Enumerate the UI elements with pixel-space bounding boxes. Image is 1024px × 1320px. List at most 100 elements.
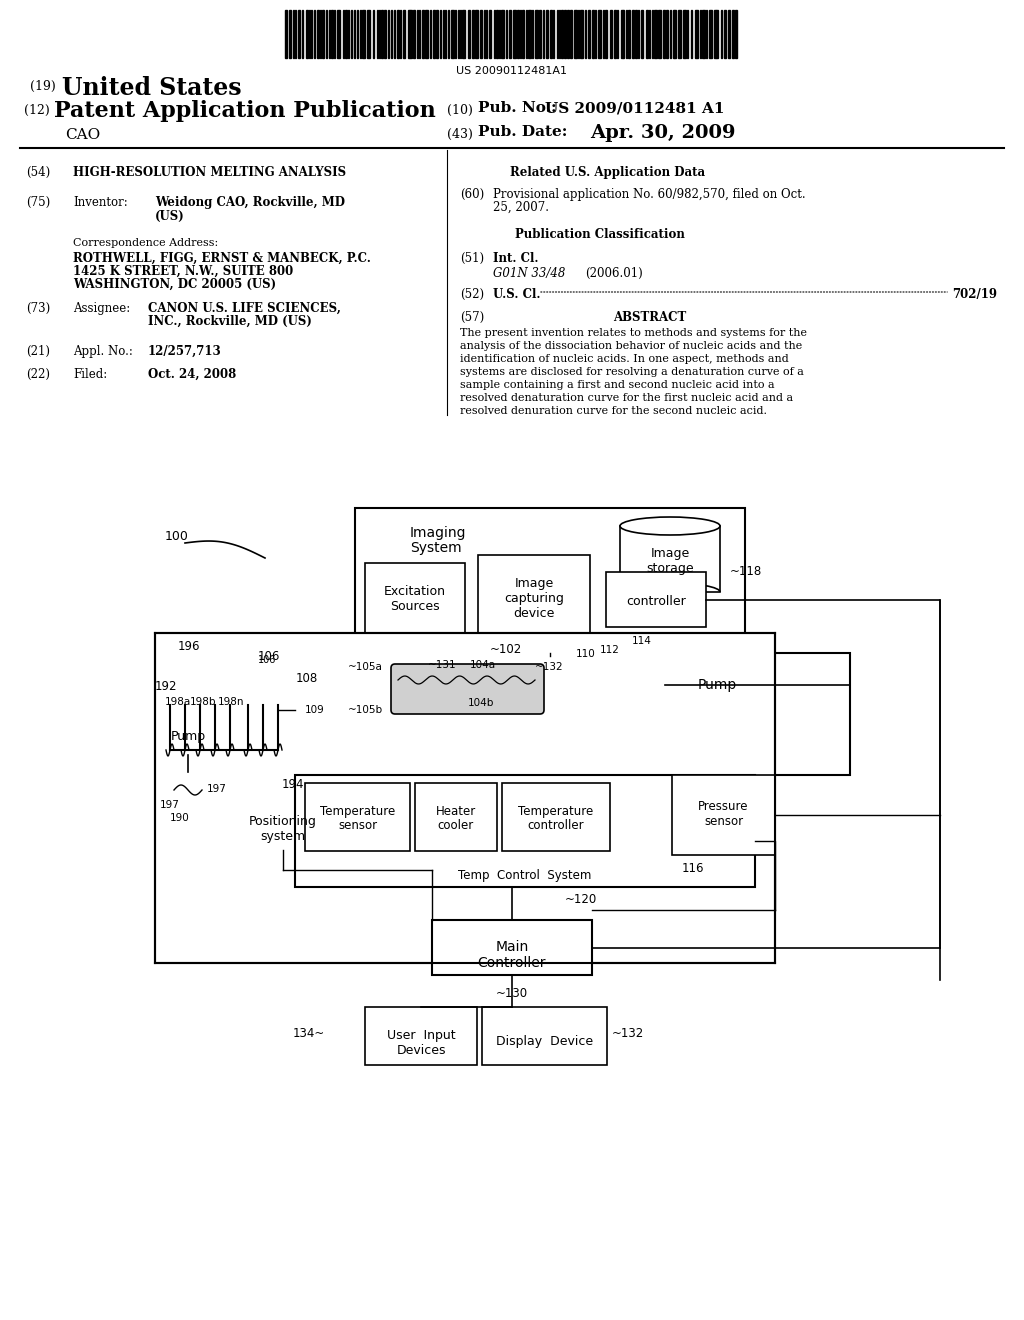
Bar xyxy=(732,11,733,58)
Bar xyxy=(675,11,677,58)
Text: 108: 108 xyxy=(296,672,318,685)
Bar xyxy=(588,11,590,58)
Text: identification of nucleic acids. In one aspect, methods and: identification of nucleic acids. In one … xyxy=(460,354,788,364)
Bar xyxy=(397,11,399,58)
Bar xyxy=(355,508,745,656)
Text: device: device xyxy=(513,607,555,620)
Text: (51): (51) xyxy=(460,252,484,265)
Bar xyxy=(629,11,630,58)
Bar xyxy=(314,11,315,58)
Circle shape xyxy=(170,772,206,808)
Text: Devices: Devices xyxy=(396,1044,445,1057)
Bar xyxy=(344,11,346,58)
Bar xyxy=(415,783,497,851)
Text: Imaging: Imaging xyxy=(410,525,467,540)
Text: Appl. No.:: Appl. No.: xyxy=(73,345,133,358)
Bar xyxy=(714,11,716,58)
Text: 12/257,713: 12/257,713 xyxy=(148,345,222,358)
Text: 196: 196 xyxy=(178,640,201,653)
Bar xyxy=(482,1007,607,1065)
Text: ~118: ~118 xyxy=(730,565,762,578)
Text: resolved denuration curve for the second nucleic acid.: resolved denuration curve for the second… xyxy=(460,407,767,416)
Bar xyxy=(502,783,610,851)
Bar xyxy=(598,11,601,58)
Text: Related U.S. Application Data: Related U.S. Application Data xyxy=(510,166,706,180)
Bar xyxy=(323,11,324,58)
Text: Inventor:: Inventor: xyxy=(73,195,128,209)
Bar xyxy=(479,11,482,58)
Text: Heater: Heater xyxy=(436,805,476,818)
Text: 1425 K STREET, N.W., SUITE 800: 1425 K STREET, N.W., SUITE 800 xyxy=(73,265,293,279)
Text: controller: controller xyxy=(527,818,585,832)
Bar xyxy=(413,11,416,58)
Bar xyxy=(475,11,478,58)
Bar xyxy=(316,11,318,58)
Text: Correspondence Address:: Correspondence Address: xyxy=(73,238,218,248)
Text: system: system xyxy=(260,830,305,843)
Text: sample containing a first and second nucleic acid into a: sample containing a first and second nuc… xyxy=(460,380,774,389)
Bar xyxy=(329,11,330,58)
Bar xyxy=(709,11,712,58)
Text: ~131: ~131 xyxy=(428,660,457,671)
Bar xyxy=(365,1007,477,1065)
Text: ~102: ~102 xyxy=(490,643,522,656)
Text: Display  Device: Display Device xyxy=(496,1035,593,1048)
Bar xyxy=(285,11,740,58)
Text: 109: 109 xyxy=(305,705,325,715)
Bar xyxy=(546,11,548,58)
Text: (US): (US) xyxy=(155,210,184,223)
Text: 197: 197 xyxy=(160,800,180,810)
Bar xyxy=(331,11,333,58)
Text: 114: 114 xyxy=(632,636,652,645)
Bar xyxy=(728,11,730,58)
Text: System: System xyxy=(410,541,462,554)
Text: (52): (52) xyxy=(460,288,484,301)
Bar xyxy=(468,11,469,58)
Text: 198a: 198a xyxy=(165,697,191,708)
Text: Temperature: Temperature xyxy=(518,805,594,818)
Text: 104a: 104a xyxy=(470,660,496,671)
Text: (2006.01): (2006.01) xyxy=(585,267,643,280)
Text: Filed:: Filed: xyxy=(73,368,108,381)
Text: 198n: 198n xyxy=(218,697,245,708)
Text: G01N 33/48: G01N 33/48 xyxy=(493,267,565,280)
Bar xyxy=(295,653,850,775)
Bar xyxy=(359,11,361,58)
Text: Weidong CAO, Rockville, MD: Weidong CAO, Rockville, MD xyxy=(155,195,345,209)
Text: 134~: 134~ xyxy=(293,1027,325,1040)
Text: Apr. 30, 2009: Apr. 30, 2009 xyxy=(590,124,735,143)
Text: Image: Image xyxy=(514,577,554,590)
Circle shape xyxy=(338,665,352,678)
Text: capturing: capturing xyxy=(504,591,564,605)
Text: Patent Application Publication: Patent Application Publication xyxy=(54,100,436,121)
Bar xyxy=(298,11,300,58)
Bar xyxy=(663,11,665,58)
Bar xyxy=(411,11,412,58)
Bar xyxy=(422,11,424,58)
Text: Sources: Sources xyxy=(390,601,440,612)
Text: 25, 2007.: 25, 2007. xyxy=(493,201,549,214)
Text: ~105b: ~105b xyxy=(348,705,383,715)
Text: ~132: ~132 xyxy=(535,663,563,672)
Bar xyxy=(365,564,465,635)
Bar xyxy=(567,11,569,58)
Text: 112: 112 xyxy=(600,645,620,655)
Text: 100: 100 xyxy=(165,531,188,543)
Bar xyxy=(665,648,770,715)
Text: 197: 197 xyxy=(207,784,227,795)
Text: resolved denaturation curve for the first nucleic acid and a: resolved denaturation curve for the firs… xyxy=(460,393,794,403)
Bar xyxy=(488,11,492,58)
Bar xyxy=(225,795,340,850)
Text: Pump: Pump xyxy=(698,678,737,692)
Text: (57): (57) xyxy=(460,312,484,323)
Bar xyxy=(645,11,647,58)
Text: Controller: Controller xyxy=(478,956,546,970)
Bar xyxy=(373,11,375,58)
Text: US 20090112481A1: US 20090112481A1 xyxy=(457,66,567,77)
Bar xyxy=(502,11,505,58)
Bar xyxy=(561,11,563,58)
Text: HIGH-RESOLUTION MELTING ANALYSIS: HIGH-RESOLUTION MELTING ANALYSIS xyxy=(73,166,346,180)
Bar xyxy=(522,11,524,58)
Bar xyxy=(509,11,511,58)
Text: The present invention relates to methods and systems for the: The present invention relates to methods… xyxy=(460,327,807,338)
